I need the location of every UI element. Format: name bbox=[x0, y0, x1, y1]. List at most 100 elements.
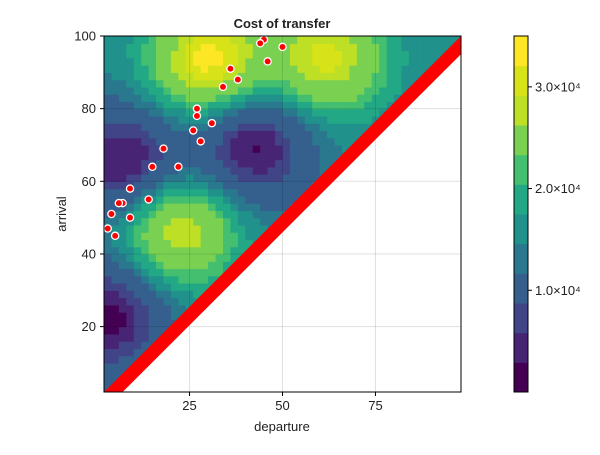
contour-cell bbox=[156, 94, 165, 102]
contour-cell bbox=[118, 130, 127, 139]
contour-cell bbox=[252, 65, 261, 73]
contour-cell bbox=[193, 166, 202, 175]
contour-cell bbox=[200, 217, 209, 226]
contour-cell bbox=[185, 137, 194, 146]
contour-cell bbox=[126, 79, 135, 88]
contour-cell bbox=[289, 166, 298, 175]
contour-cell bbox=[163, 224, 172, 233]
contour-cell bbox=[230, 246, 239, 255]
colorbar-frame bbox=[513, 35, 529, 393]
contour-cell bbox=[208, 181, 217, 190]
contour-cell bbox=[126, 246, 135, 255]
contour-cell bbox=[386, 57, 395, 66]
contour-cell bbox=[215, 152, 224, 161]
contour-cell bbox=[111, 355, 120, 364]
contour-cell bbox=[170, 261, 179, 270]
contour-cell bbox=[260, 86, 269, 95]
contour-cell bbox=[126, 43, 135, 52]
contour-cell bbox=[200, 72, 209, 81]
contour-cell bbox=[141, 224, 150, 233]
contour-cell bbox=[334, 79, 343, 88]
contour-cell bbox=[260, 43, 269, 52]
contour-cell bbox=[200, 108, 209, 117]
contour-cell bbox=[141, 108, 150, 117]
contour-cell bbox=[327, 123, 336, 132]
contour-cell bbox=[156, 43, 165, 52]
contour-cell bbox=[230, 224, 239, 233]
invalid-region-dot bbox=[427, 76, 433, 82]
contour-cell bbox=[230, 217, 239, 226]
contour-cell bbox=[141, 290, 150, 299]
contour-cell bbox=[126, 275, 135, 284]
contour-cell bbox=[156, 65, 165, 73]
contour-cell bbox=[104, 362, 113, 371]
contour-cell bbox=[111, 181, 120, 190]
contour-cell bbox=[267, 181, 276, 190]
contour-cell bbox=[245, 166, 254, 175]
contour-cell bbox=[394, 57, 403, 66]
contour-cell bbox=[163, 188, 172, 197]
contour-cell bbox=[141, 144, 150, 153]
contour-cell bbox=[267, 65, 276, 73]
contour-cell bbox=[237, 232, 246, 241]
contour-cell bbox=[185, 253, 194, 262]
contour-cell bbox=[416, 50, 425, 59]
contour-cell bbox=[148, 181, 157, 190]
contour-cell bbox=[163, 261, 172, 270]
x-axis-label: departure bbox=[254, 419, 310, 434]
contour-cell bbox=[133, 210, 142, 219]
contour-cell bbox=[237, 137, 246, 146]
contour-cell bbox=[230, 232, 239, 241]
invalid-region-dot bbox=[463, 41, 468, 46]
contour-cell bbox=[319, 152, 328, 161]
invalid-region-band bbox=[104, 36, 461, 392]
contour-cell bbox=[230, 94, 239, 102]
contour-cell bbox=[327, 43, 336, 52]
contour-cell bbox=[156, 261, 165, 270]
contour-cell bbox=[297, 137, 306, 146]
contour-cell bbox=[141, 239, 150, 248]
invalid-region-dot bbox=[183, 314, 189, 320]
contour-cell bbox=[141, 181, 150, 190]
contour-cell bbox=[394, 65, 403, 73]
contour-cell bbox=[185, 79, 194, 88]
contour-cell bbox=[237, 130, 246, 139]
contour-cell bbox=[260, 123, 269, 132]
contour-cell bbox=[245, 239, 254, 248]
contour-cell bbox=[342, 108, 351, 117]
contour-cell bbox=[170, 108, 179, 117]
contour-cell bbox=[148, 94, 157, 102]
contour-cell bbox=[282, 79, 291, 88]
contour-cell bbox=[200, 57, 209, 66]
contour-cell bbox=[230, 181, 239, 190]
contour-cell bbox=[334, 152, 343, 161]
contour-cell bbox=[304, 86, 313, 95]
contour-cell bbox=[223, 43, 232, 52]
contour-cell bbox=[118, 36, 127, 44]
contour-cell bbox=[133, 341, 142, 350]
contour-cell bbox=[297, 36, 306, 44]
contour-cell bbox=[252, 57, 261, 66]
contour-cell bbox=[215, 43, 224, 52]
contour-cell bbox=[118, 362, 127, 371]
contour-cell bbox=[104, 217, 113, 226]
contour-cell bbox=[312, 159, 321, 168]
contour-cell bbox=[141, 130, 150, 139]
contour-cell bbox=[431, 43, 440, 52]
contour-cell bbox=[364, 36, 373, 44]
contour-cell bbox=[133, 312, 142, 320]
contour-cell bbox=[252, 181, 261, 190]
colorbar-segment bbox=[514, 362, 528, 393]
y-tick-label: 40 bbox=[82, 246, 96, 261]
contour-cell bbox=[193, 246, 202, 255]
contour-cell bbox=[178, 297, 187, 306]
contour-cell bbox=[104, 232, 113, 241]
contour-cell bbox=[379, 72, 388, 81]
contour-cell bbox=[245, 137, 254, 146]
contour-cell bbox=[215, 115, 224, 124]
contour-cell bbox=[334, 72, 343, 81]
colorbar-segment bbox=[514, 303, 528, 334]
contour-cell bbox=[304, 36, 313, 44]
y-axis-label: arrival bbox=[54, 196, 69, 232]
contour-cell bbox=[408, 36, 417, 44]
